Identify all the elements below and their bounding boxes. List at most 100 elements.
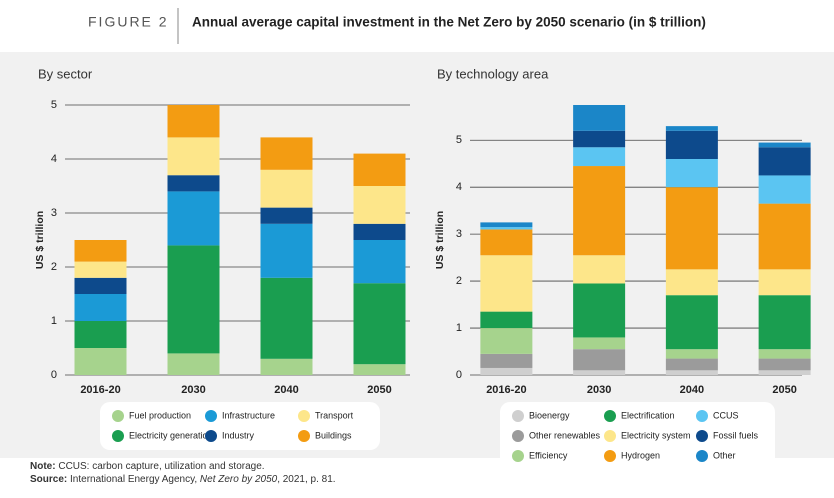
bar-segment [758, 142, 811, 148]
legend-label: Industry [222, 430, 255, 440]
legend-swatch [512, 430, 524, 442]
bar-segment [480, 229, 533, 256]
notes: Note: CCUS: carbon capture, utilization … [30, 460, 336, 486]
bar-segment [480, 311, 533, 329]
bar-segment [353, 153, 406, 186]
bar-segment [665, 269, 718, 296]
bar-segment [353, 283, 406, 365]
chart-title: Annual average capital investment in the… [192, 15, 706, 30]
bar-segment [260, 137, 313, 170]
y-tick-label: 4 [51, 153, 57, 165]
bar-segment [758, 175, 811, 204]
bar-segment [758, 370, 811, 375]
bar-segment [260, 277, 313, 359]
legend-label: Efficiency [529, 450, 568, 460]
bar-segment [353, 240, 406, 284]
bar-segment [758, 147, 811, 176]
bar-segment [573, 337, 626, 350]
x-tick-label: 2050 [772, 384, 796, 396]
bar-segment [260, 223, 313, 278]
bar-segment [260, 358, 313, 375]
y-tick-label: 3 [51, 207, 57, 219]
bar-segment [665, 358, 718, 371]
bar-segment [480, 328, 533, 354]
bar-segment [167, 105, 220, 138]
legend-swatch [112, 430, 124, 442]
bar-segment [573, 370, 626, 375]
legend-swatch [512, 450, 524, 462]
x-tick-label: 2016-20 [486, 384, 526, 396]
bar-segment [480, 353, 533, 368]
x-tick-label: 2040 [274, 384, 298, 396]
legend-label: Fossil fuels [713, 430, 759, 440]
legend-swatch [696, 410, 708, 422]
bar-segment [167, 137, 220, 176]
note-text: CCUS: carbon capture, utilization and st… [55, 461, 265, 472]
legend-label: Infrastructure [222, 410, 275, 420]
y-axis-label: US $ trillion [34, 211, 46, 269]
legend-swatch [298, 410, 310, 422]
bar-segment [665, 295, 718, 350]
bar-segment [260, 169, 313, 208]
bar-segment [665, 126, 718, 131]
legend-swatch [205, 430, 217, 442]
source-rest: , 2021, p. 81. [277, 474, 336, 485]
bar-segment [573, 255, 626, 284]
bar-segment [260, 207, 313, 224]
bar-segment [480, 367, 533, 375]
source-title: Net Zero by 2050 [199, 474, 278, 485]
bar-segment [74, 294, 127, 321]
legend-swatch [696, 450, 708, 462]
x-tick-label: 2030 [587, 384, 611, 396]
bar-segment [665, 130, 718, 159]
legend-label: Electricity system [621, 430, 691, 440]
bar-segment [665, 187, 718, 270]
bar-segment [573, 105, 626, 131]
y-tick-label: 4 [456, 181, 462, 193]
y-tick-label: 0 [51, 369, 57, 381]
bar-segment [665, 159, 718, 188]
x-tick-label: 2050 [367, 384, 391, 396]
legend-swatch [604, 450, 616, 462]
bar-segment [74, 348, 127, 375]
legend-label: Transport [315, 410, 354, 420]
bar-segment [74, 277, 127, 294]
y-axis-label: US $ trillion [434, 211, 446, 269]
y-tick-label: 0 [456, 369, 462, 381]
y-tick-label: 1 [456, 322, 462, 334]
bar-segment [573, 130, 626, 148]
subtitle: By technology area [437, 66, 549, 81]
legend-swatch [298, 430, 310, 442]
bar-segment [573, 166, 626, 256]
legend-swatch [604, 430, 616, 442]
bar-segment [758, 269, 811, 296]
bar-segment [665, 370, 718, 375]
bar-segment [480, 222, 533, 228]
bar-segment [353, 186, 406, 224]
legend-swatch [696, 430, 708, 442]
y-tick-label: 3 [456, 228, 462, 240]
legend-box [100, 402, 380, 450]
y-tick-label: 1 [51, 315, 57, 327]
bar-segment [74, 321, 127, 348]
bar-segment [74, 261, 127, 278]
bar-segment [758, 203, 811, 270]
bar-segment [167, 175, 220, 192]
bar-segment [665, 349, 718, 359]
bar-segment [353, 223, 406, 240]
bar-segment [167, 191, 220, 246]
legend-label: Other renewables [529, 430, 601, 440]
source-label: Source: [30, 474, 68, 485]
bar-segment [480, 227, 533, 230]
bar-segment [74, 240, 127, 262]
figure-label: FIGURE 2 [88, 14, 169, 30]
legend-swatch [205, 410, 217, 422]
legend-label: CCUS [713, 410, 739, 420]
note-label: Note: [30, 461, 56, 472]
y-tick-label: 5 [51, 99, 57, 111]
source-text: International Energy Agency, [67, 474, 200, 485]
bar-segment [353, 364, 406, 375]
x-tick-label: 2016-20 [80, 384, 120, 396]
